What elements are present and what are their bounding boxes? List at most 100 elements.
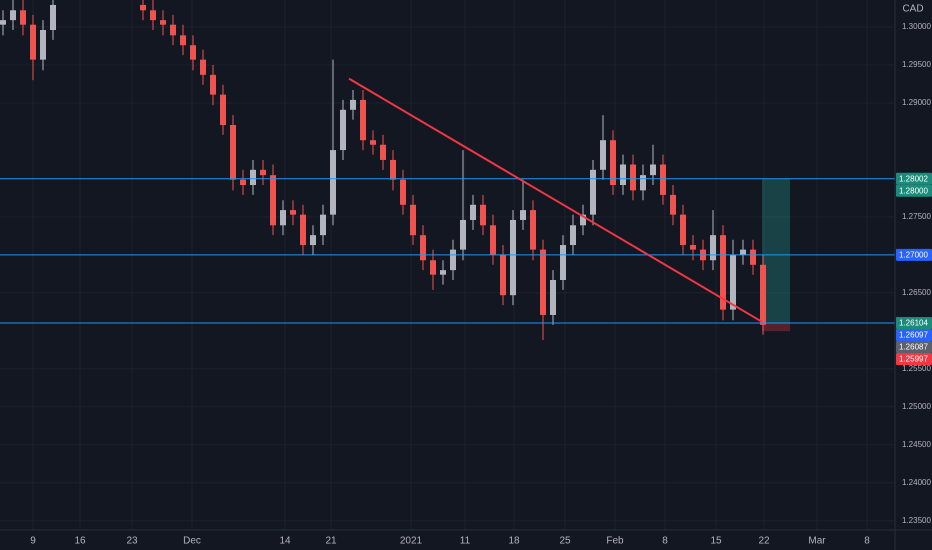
x-tick-label: 14	[279, 536, 291, 547]
candle-body	[650, 164, 656, 176]
candle-body	[150, 10, 156, 21]
currency-label: CAD	[902, 4, 923, 15]
candle-body	[240, 179, 246, 186]
plot-area	[0, 0, 895, 341]
x-tick-label: 23	[126, 536, 138, 547]
candle-body	[330, 150, 336, 215]
price-label: 1.26104	[899, 319, 928, 328]
x-tick-label: 15	[710, 536, 722, 547]
candle-body	[570, 225, 576, 246]
candle-body	[310, 235, 316, 246]
candle-body	[510, 219, 516, 296]
x-tick-label: 25	[559, 536, 571, 547]
candle-body	[470, 204, 476, 220]
candle-body	[420, 235, 426, 261]
y-tick-label: 1.30000	[902, 22, 931, 31]
candle-body	[630, 164, 636, 191]
candle-body	[250, 169, 256, 186]
candle-body	[750, 249, 756, 265]
price-label-bg	[896, 248, 932, 261]
x-tick-label: 21	[325, 536, 337, 547]
x-tick-label: 22	[758, 536, 770, 547]
y-tick-label: 1.24500	[902, 440, 931, 449]
candle-body	[490, 225, 496, 255]
candle-body	[610, 140, 616, 186]
candle-body	[370, 140, 376, 145]
candle-body	[540, 249, 546, 315]
candle-body	[320, 214, 326, 236]
candle-body	[730, 254, 736, 310]
position-target-zone	[762, 178, 790, 324]
x-tick-label: 16	[74, 536, 86, 547]
candle-body	[660, 164, 666, 195]
candle-body	[460, 219, 466, 250]
x-tick-label: 2021	[400, 536, 423, 547]
price-label: 1.27000	[899, 251, 928, 260]
x-tick-label: Mar	[808, 536, 826, 547]
candle-body	[590, 169, 596, 215]
candle-body	[140, 4, 146, 11]
candle-body	[40, 30, 46, 60]
price-label-bg	[896, 172, 932, 185]
price-label-bg	[896, 353, 932, 366]
x-tick-label: 8	[662, 536, 668, 547]
candle-body	[480, 204, 486, 226]
candle-body	[520, 210, 526, 220]
price-label: 1.26097	[899, 331, 928, 340]
candle-body	[350, 99, 356, 110]
candle-body	[340, 109, 346, 151]
y-tick-label: 1.29500	[902, 60, 931, 69]
candle-body	[20, 10, 26, 25]
candle-body	[300, 214, 306, 246]
candle-body	[160, 20, 166, 25]
candle-body	[360, 99, 366, 141]
axes: 9 16 23 Dec 14 21 2021 11 18 25 Feb 8 15 22 Mar 8 1.3000…	[30, 22, 932, 547]
x-tick-label: 9	[30, 536, 36, 547]
x-tick-label: 8	[864, 536, 870, 547]
trend-line	[348, 77, 763, 323]
price-label-bg	[896, 329, 932, 342]
y-tick-label: 1.23500	[902, 516, 931, 525]
candle-body	[640, 175, 646, 191]
candle-body	[280, 210, 286, 226]
y-tick-label: 1.29000	[902, 98, 931, 107]
candle-body	[290, 210, 296, 215]
candle-body	[50, 4, 56, 31]
candle-body	[380, 144, 386, 160]
candle-body	[680, 214, 686, 246]
x-tick-label: 11	[460, 536, 471, 547]
candle-body	[580, 214, 586, 226]
candle-body	[440, 270, 446, 275]
price-label: 1.28002	[899, 174, 928, 183]
candle-body	[710, 235, 716, 261]
x-tick-label: Feb	[606, 536, 624, 547]
candle-body	[400, 179, 406, 205]
candle-body	[760, 264, 766, 325]
candle-body	[180, 35, 186, 46]
y-tick-label: 1.24000	[902, 478, 931, 487]
y-tick-label: 1.25500	[902, 364, 931, 373]
candle-body	[530, 210, 536, 250]
candle-body	[210, 74, 216, 95]
x-tick-label: Dec	[183, 536, 201, 547]
candle-body	[200, 59, 206, 75]
candle-body	[220, 94, 226, 125]
y-tick-label: 1.25000	[902, 402, 931, 411]
price-label: 1.28000	[899, 186, 928, 195]
candle-body	[430, 260, 436, 275]
candle-body	[260, 169, 266, 176]
candle-body	[170, 24, 176, 36]
candle-body	[450, 249, 456, 271]
candle-body	[670, 194, 676, 215]
price-label: 1.26087	[899, 343, 928, 352]
candle-body	[10, 10, 16, 21]
candle-body	[620, 164, 626, 186]
candle-body	[600, 140, 606, 170]
price-label-bg	[896, 184, 932, 197]
candle-body	[720, 235, 726, 310]
price-label: 1.25997	[899, 355, 928, 364]
y-tick-label: 1.26500	[902, 288, 931, 297]
candle-body	[230, 124, 236, 180]
candle-body	[390, 159, 396, 180]
